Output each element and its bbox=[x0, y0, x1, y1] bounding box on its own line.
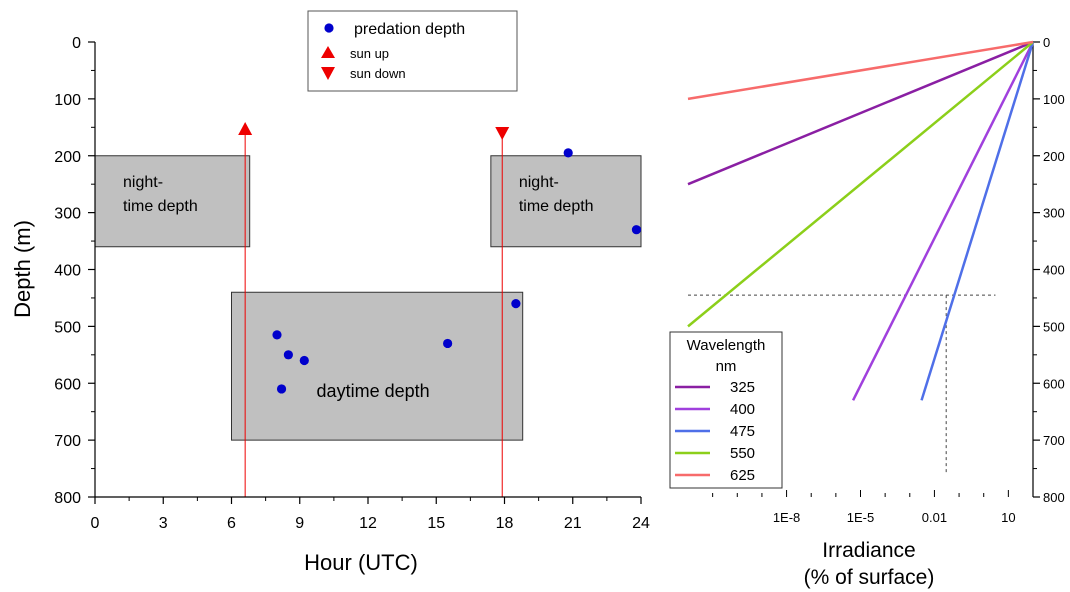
right-axes: 0 100 200 300 400 500 600 700 800 1E-8 1E-5 0.01 10 bbox=[712, 35, 1065, 525]
legend-title: Wavelength bbox=[687, 337, 766, 354]
y-tick-label: 500 bbox=[54, 319, 81, 336]
predation-point bbox=[443, 338, 453, 349]
y-tick-label: 600 bbox=[54, 376, 81, 393]
point-layer bbox=[272, 148, 642, 394]
region-label: time depth bbox=[519, 198, 594, 215]
predation-point bbox=[272, 330, 282, 340]
legend-title: nm bbox=[716, 358, 737, 375]
depth-region-1 bbox=[94, 155, 251, 248]
x-tick-label: 12 bbox=[359, 515, 377, 532]
x-tick-label: 0.01 bbox=[922, 510, 947, 525]
y-tick-label: 800 bbox=[1043, 490, 1065, 505]
x-tick-label: 0 bbox=[91, 515, 100, 532]
y-tick-label: 400 bbox=[54, 263, 81, 280]
y-tick-label: 700 bbox=[54, 433, 81, 450]
y-tick-label: 100 bbox=[54, 92, 81, 109]
x-tick-label: 3 bbox=[159, 515, 168, 532]
left-x-axis-title: Hour (UTC) bbox=[304, 550, 418, 575]
x-tick-label: 6 bbox=[227, 515, 236, 532]
y-tick-label: 300 bbox=[54, 206, 81, 223]
depth-region-2 bbox=[490, 155, 642, 248]
x-tick-label: 1E-8 bbox=[773, 510, 800, 525]
legend-label: sun down bbox=[350, 66, 406, 81]
y-tick-label: 0 bbox=[1043, 35, 1050, 50]
legend-label: 625 bbox=[730, 467, 755, 484]
left-axes: 0 100 200 300 400 500 600 700 800 0 3 6 9 12 15 18 21 24 bbox=[54, 35, 650, 532]
legend-label: 475 bbox=[730, 423, 755, 440]
x-tick-label: 15 bbox=[427, 515, 445, 532]
predation-point bbox=[563, 148, 573, 158]
y-tick-label: 600 bbox=[1043, 376, 1065, 391]
x-tick-label: 10 bbox=[1001, 510, 1015, 525]
series-line-325 bbox=[687, 40, 1034, 186]
legend-label: 400 bbox=[730, 401, 755, 418]
x-tick-label: 1E-5 bbox=[847, 510, 874, 525]
predation-point bbox=[299, 355, 309, 366]
region-label: night- bbox=[123, 174, 163, 191]
region-label: time depth bbox=[123, 198, 198, 215]
legend-box bbox=[307, 10, 518, 92]
region-label: daytime depth bbox=[317, 381, 430, 401]
series-line-400 bbox=[851, 41, 1035, 401]
predation-point bbox=[276, 384, 287, 394]
left-legend: predation depth sun up sun down bbox=[307, 10, 518, 92]
y-tick-label: 400 bbox=[1043, 263, 1065, 278]
left-panel: night-time depth night-time depth daytime … bbox=[10, 10, 650, 575]
depth-region-3 bbox=[231, 291, 524, 441]
right-x-axis-title-line1: Irradiance bbox=[822, 539, 915, 562]
legend-triangle-down-marker bbox=[321, 67, 335, 80]
series-line-550 bbox=[687, 41, 1034, 328]
legend-label: sun up bbox=[350, 46, 389, 61]
legend-triangle-up-marker bbox=[321, 46, 335, 58]
x-tick-label: 18 bbox=[496, 515, 514, 532]
y-tick-label: 300 bbox=[1043, 206, 1065, 221]
legend-label: 325 bbox=[730, 379, 755, 396]
right-legend: Wavelength nm 325 400 475 550 625 bbox=[669, 331, 783, 489]
predation-point bbox=[283, 350, 293, 360]
x-tick-label: 24 bbox=[632, 515, 650, 532]
y-tick-label: 700 bbox=[1043, 433, 1065, 448]
sun-down-marker bbox=[495, 127, 510, 140]
x-tick-label: 21 bbox=[564, 515, 582, 532]
y-tick-label: 100 bbox=[1043, 92, 1065, 107]
y-tick-label: 200 bbox=[54, 149, 81, 166]
y-tick-label: 500 bbox=[1043, 319, 1065, 334]
series-line-layer bbox=[687, 40, 1035, 401]
y-tick-label: 200 bbox=[1043, 149, 1065, 164]
y-tick-label: 0 bbox=[72, 35, 81, 52]
sun-up-marker bbox=[238, 122, 253, 136]
legend-label: 550 bbox=[730, 445, 755, 462]
region-layer: night-time depth night-time depth daytime … bbox=[94, 155, 642, 441]
predation-point bbox=[631, 225, 642, 235]
predation-point bbox=[511, 299, 521, 309]
region-label: night- bbox=[519, 174, 559, 191]
right-x-axis-title-line2: (% of surface) bbox=[804, 566, 935, 589]
sun-line-layer bbox=[238, 122, 510, 497]
x-tick-label: 9 bbox=[295, 515, 304, 532]
series-line-625 bbox=[687, 40, 1034, 101]
legend-circle-marker bbox=[324, 23, 334, 33]
series-line-475 bbox=[920, 41, 1035, 401]
left-y-axis-title: Depth (m) bbox=[10, 220, 35, 318]
legend-label: predation depth bbox=[354, 21, 465, 38]
y-tick-label: 800 bbox=[54, 490, 81, 507]
